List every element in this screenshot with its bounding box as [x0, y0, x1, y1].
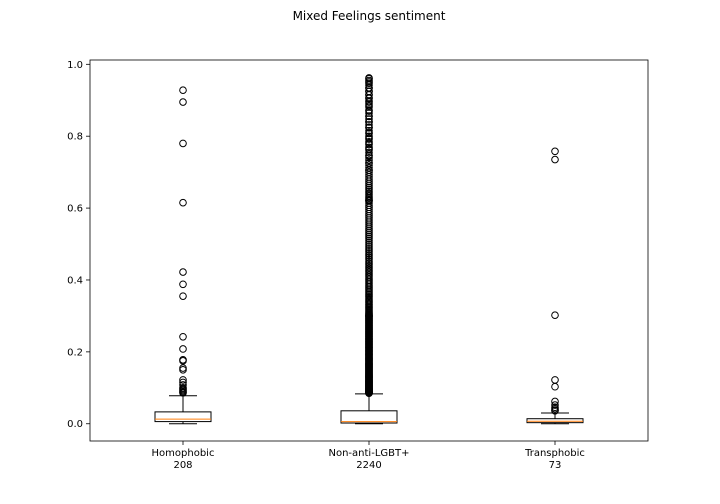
outlier-point — [179, 268, 187, 276]
outlier-point — [365, 126, 373, 135]
outlier-point — [365, 228, 373, 237]
y-tick-label: 1.0 — [67, 60, 83, 71]
x-tick-count: 73 — [549, 460, 562, 471]
outlier-point — [365, 236, 373, 245]
outlier-point — [365, 161, 373, 170]
x-tick-label: Non-anti-LGBT+ — [329, 448, 410, 459]
outlier-point — [365, 185, 373, 194]
box-plots — [154, 74, 584, 425]
outlier-point — [365, 148, 373, 157]
outlier-point — [551, 147, 559, 156]
y-tick-label: 0.0 — [67, 419, 83, 430]
outlier-point — [551, 401, 559, 409]
outlier-point — [365, 238, 373, 247]
outlier-point — [365, 123, 373, 132]
x-tick-label: Homophobic — [152, 448, 215, 459]
outlier-point — [179, 376, 187, 384]
outlier-point — [365, 109, 373, 117]
outlier-point — [365, 230, 373, 239]
outlier-point — [365, 244, 373, 252]
outlier-point — [365, 78, 373, 86]
outlier-point — [179, 292, 187, 300]
outlier-point — [365, 129, 373, 138]
outlier-point — [365, 74, 373, 83]
outlier-point — [551, 397, 559, 406]
outlier-point — [365, 140, 373, 149]
box-iqr — [526, 418, 584, 424]
y-tick-label: 0.2 — [67, 347, 83, 358]
outlier-point — [179, 139, 187, 148]
outlier-point — [365, 249, 373, 258]
outlier-point — [179, 357, 187, 365]
box-iqr — [340, 410, 398, 424]
outlier-point — [365, 115, 373, 123]
box-iqr — [154, 411, 212, 423]
outlier-point — [365, 232, 373, 241]
outlier-point — [365, 166, 373, 174]
outlier-point — [179, 86, 187, 94]
x-tick-count: 2240 — [356, 460, 381, 471]
outlier-point — [365, 143, 373, 152]
outlier-point — [365, 151, 373, 159]
outlier-point — [365, 240, 373, 248]
y-tick-label: 0.6 — [67, 204, 83, 215]
outlier-point — [365, 121, 373, 129]
outlier-point — [365, 158, 373, 167]
outlier-point — [551, 407, 559, 415]
outlier-point — [365, 246, 373, 254]
outlier-point — [365, 146, 373, 154]
outlier-point — [179, 280, 187, 289]
outlier-point — [365, 234, 373, 243]
outlier-point — [179, 332, 187, 341]
chart-title: Mixed Feelings sentiment — [293, 9, 446, 23]
outlier-point — [179, 366, 187, 374]
outlier-point — [179, 98, 187, 106]
outlier-point — [365, 138, 373, 146]
outlier-point — [365, 132, 373, 141]
outlier-point — [551, 382, 559, 391]
x-tick-label: Transphobic — [524, 448, 585, 459]
x-tick-count: 208 — [173, 460, 192, 471]
outlier-point — [365, 248, 373, 256]
y-axis: 0.0 0.2 0.4 0.6 0.8 1.0 — [67, 60, 90, 430]
outlier-point — [179, 389, 187, 397]
outlier-point — [365, 242, 373, 250]
outlier-point — [365, 135, 373, 143]
y-tick-label: 0.4 — [67, 275, 83, 286]
outlier-point — [365, 153, 373, 162]
box-group-transphobic — [526, 147, 584, 425]
outlier-point — [551, 155, 559, 164]
outlier-point — [179, 198, 187, 207]
outlier-point — [551, 311, 559, 319]
outlier-point — [365, 168, 373, 177]
box-group-homophobic — [154, 86, 212, 425]
outlier-point — [179, 345, 187, 353]
outlier-point — [365, 112, 373, 120]
outlier-point — [365, 118, 373, 126]
box-group-non-anti-lgbt- — [340, 74, 398, 425]
y-tick-label: 0.8 — [67, 132, 83, 143]
outlier-point — [365, 163, 373, 172]
outlier-point — [365, 156, 373, 165]
